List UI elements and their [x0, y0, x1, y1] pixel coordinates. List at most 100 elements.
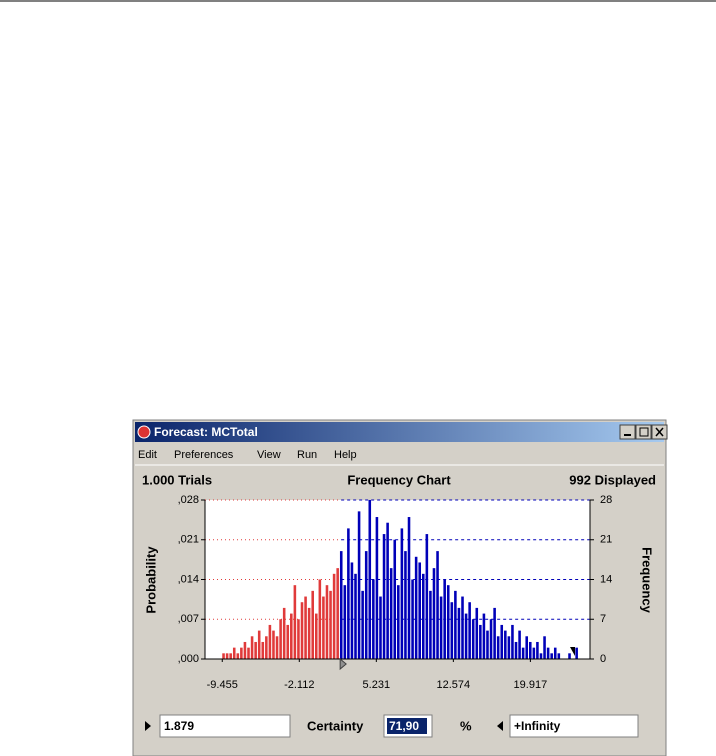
- window-buttons[interactable]: [619, 424, 668, 440]
- bar: [240, 647, 243, 659]
- menu-item[interactable]: Run: [297, 449, 317, 461]
- bar: [382, 534, 386, 659]
- menu-item[interactable]: Preferences: [174, 449, 234, 461]
- bar: [525, 636, 528, 659]
- bar: [261, 641, 265, 659]
- lower-marker[interactable]: [339, 657, 347, 671]
- bar: [425, 534, 429, 659]
- bar: [553, 647, 557, 659]
- bar: [311, 590, 314, 659]
- lower-input-text[interactable]: 1.879: [164, 719, 194, 733]
- bar: [482, 613, 486, 659]
- y-tick-label: ,014: [178, 573, 199, 585]
- bar: [364, 551, 368, 659]
- bar: [436, 551, 439, 659]
- bar: [521, 647, 525, 659]
- x-tick-label: -9.455: [207, 679, 238, 691]
- bar: [546, 647, 550, 659]
- bar: [318, 579, 322, 659]
- bar: [397, 585, 400, 659]
- bar: [268, 624, 272, 659]
- upper-input-text[interactable]: +Infinity: [514, 719, 561, 733]
- bar: [536, 641, 539, 659]
- bar: [429, 590, 432, 659]
- x-tick-label: -2.112: [284, 679, 314, 691]
- x-tick-label: 5.231: [363, 679, 391, 691]
- bar: [454, 590, 457, 659]
- y2-axis-title: Frequency: [640, 547, 655, 614]
- bar: [432, 568, 436, 659]
- bar: [232, 647, 236, 659]
- bar: [300, 602, 304, 659]
- menu-item[interactable]: Edit: [138, 449, 157, 461]
- bar: [386, 522, 389, 659]
- bar: [511, 624, 514, 659]
- upper-marker[interactable]: [570, 647, 575, 656]
- bar: [247, 647, 250, 659]
- bar: [254, 641, 257, 659]
- maximize-button[interactable]: [635, 424, 652, 440]
- bar: [439, 596, 443, 659]
- bar: [343, 585, 347, 659]
- bar: [336, 568, 339, 659]
- bar: [243, 641, 247, 659]
- menu-item[interactable]: Help: [334, 449, 357, 461]
- bar: [528, 641, 532, 659]
- bar: [279, 619, 282, 659]
- minimize-button[interactable]: [619, 424, 636, 440]
- bar: [307, 607, 311, 659]
- bar: [304, 596, 307, 659]
- bar: [332, 573, 336, 659]
- bar: [222, 653, 225, 659]
- bar: [229, 653, 232, 659]
- y-tick-label: ,028: [178, 494, 199, 506]
- y-tick-label: ,021: [178, 534, 199, 546]
- bar: [475, 607, 479, 659]
- bar: [257, 630, 261, 659]
- upper-input[interactable]: [509, 714, 639, 738]
- bar: [457, 607, 461, 659]
- bar: [375, 517, 379, 659]
- bar: [354, 573, 357, 659]
- y2-tick-label: 28: [600, 494, 612, 506]
- trials: 1.000 Trials: [142, 472, 212, 487]
- bar: [272, 630, 275, 659]
- bar: [443, 579, 446, 659]
- bar: [393, 539, 397, 659]
- bar: [421, 573, 425, 659]
- bar: [400, 528, 404, 659]
- bar: [293, 585, 297, 659]
- bar: [282, 607, 286, 659]
- bar: [322, 596, 325, 659]
- bar: [514, 641, 518, 659]
- bar: [450, 602, 454, 659]
- bar: [543, 636, 546, 659]
- title-bar: [135, 422, 664, 442]
- bar: [486, 630, 489, 659]
- bar: [325, 585, 329, 659]
- certainty-value[interactable]: 71,90: [389, 719, 419, 733]
- menu-item[interactable]: View: [257, 449, 281, 461]
- bar: [404, 551, 407, 659]
- bar: [557, 653, 561, 659]
- bar: [314, 613, 318, 659]
- y-tick-label: ,000: [178, 653, 199, 665]
- bar: [493, 607, 496, 659]
- lower-input[interactable]: [159, 714, 291, 738]
- bar: [575, 647, 578, 659]
- y2-tick-label: 0: [600, 653, 606, 665]
- bar: [286, 624, 290, 659]
- window-title: Forecast: MCTotal: [154, 425, 258, 439]
- y2-tick-label: 21: [600, 534, 612, 546]
- bar: [275, 636, 279, 659]
- bar: [418, 562, 421, 659]
- bar: [357, 511, 361, 659]
- bar: [414, 556, 418, 659]
- bar: [350, 562, 354, 659]
- bar: [411, 579, 414, 659]
- upper-arrow[interactable]: [497, 721, 503, 731]
- bar: [496, 636, 500, 659]
- bar: [368, 500, 372, 659]
- lower-arrow[interactable]: [145, 721, 151, 731]
